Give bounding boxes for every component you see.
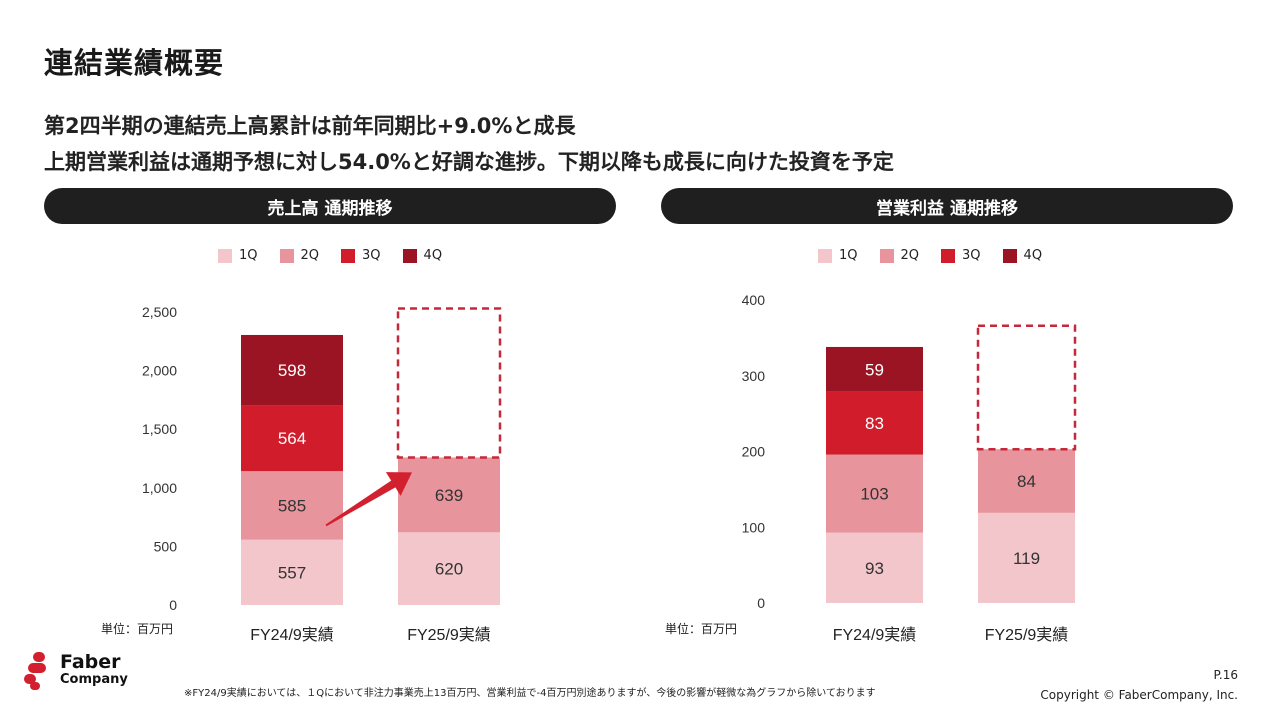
sales-ytick-label: 1,500 xyxy=(142,421,177,437)
sales-bar-2q-0 xyxy=(241,471,343,540)
slide-title: 連結業績概要 xyxy=(44,46,225,80)
legend-label-3q: 3Q xyxy=(362,248,381,263)
legend-item-1q: 1Q xyxy=(818,248,858,263)
faber-logo-mark-icon xyxy=(24,652,46,690)
legend-swatch-3q xyxy=(941,248,956,263)
sales-legend: 1Q 2Q 3Q 4Q xyxy=(218,248,442,263)
sales-bar-4q-0 xyxy=(241,334,343,406)
legend-label-3q: 3Q xyxy=(962,248,981,263)
sales-chart-header: 売上高 通期推移 xyxy=(44,188,616,224)
legend-item-4q: 4Q xyxy=(1002,248,1043,263)
sales-target-outline xyxy=(396,307,502,459)
legend-label-2q: 2Q xyxy=(900,248,920,263)
sales-ytick-label: 0 xyxy=(169,597,177,613)
sales-ytick-label: 2,000 xyxy=(142,363,177,379)
legend-swatch-2q xyxy=(879,248,894,263)
subtitle-line-1: 第2四半期の連結売上高累計は前年同期比+9.0%と成長 xyxy=(44,114,576,138)
legend-item-3q: 3Q xyxy=(341,248,381,263)
sales-bar-1q-1 xyxy=(398,532,500,605)
profit-legend: 1Q 2Q 3Q 4Q xyxy=(818,248,1042,263)
logo-line-2: Company xyxy=(60,672,128,687)
legend-swatch-1q xyxy=(818,248,832,263)
legend-item-3q: 3Q xyxy=(941,248,981,263)
faber-company-logo: Faber Company xyxy=(24,650,128,692)
legend-label-4q: 4Q xyxy=(1023,248,1043,263)
sales-data-label: 585 xyxy=(278,496,306,515)
sales-data-label: 564 xyxy=(278,429,306,448)
sales-data-label: 598 xyxy=(278,361,306,380)
sales-data-label: 620 xyxy=(435,560,463,579)
profit-unit-label: 単位：百万円 xyxy=(665,622,738,636)
sales-ytick-label: 500 xyxy=(154,538,178,554)
sales-data-label: 557 xyxy=(278,563,306,582)
legend-swatch-4q xyxy=(1002,248,1017,263)
legend-swatch-2q xyxy=(279,248,294,263)
legend-swatch-4q xyxy=(402,248,417,263)
logo-text: Faber Company xyxy=(60,651,128,688)
sales-category-label: FY24/9実績 xyxy=(250,626,334,644)
sales-bar-3q-0 xyxy=(241,405,343,472)
sales-bar-2q-1 xyxy=(398,457,500,533)
legend-label-1q: 1Q xyxy=(839,248,858,263)
footnote: ※FY24/9実績においては、１Qにおいて非注力事業売上13百万円、営業利益で-… xyxy=(184,688,876,699)
logo-line-1: Faber xyxy=(60,651,121,673)
copyright: Copyright © FaberCompany, Inc. xyxy=(1040,688,1238,702)
sales-unit-label: 単位：百万円 xyxy=(101,622,174,636)
legend-swatch-3q xyxy=(341,248,356,263)
legend-item-2q: 2Q xyxy=(879,248,920,263)
subtitle: 第2四半期の連結売上高累計は前年同期比+9.0%と成長 上期営業利益は通期予想に… xyxy=(44,108,894,180)
sales-category-label: FY25/9実績 xyxy=(407,626,491,644)
sales-bar-1q-0 xyxy=(241,539,343,605)
legend-item-1q: 1Q xyxy=(218,248,258,263)
legend-swatch-1q xyxy=(218,248,232,263)
sales-ytick-label: 1,000 xyxy=(142,480,177,496)
sales-data-label: 639 xyxy=(435,486,463,505)
legend-item-4q: 4Q xyxy=(402,248,443,263)
legend-item-2q: 2Q xyxy=(279,248,320,263)
subtitle-line-2: 上期営業利益は通期予想に対し54.0%と好調な進捗。下期以降も成長に向けた投資を… xyxy=(44,150,894,174)
legend-label-2q: 2Q xyxy=(300,248,320,263)
legend-label-4q: 4Q xyxy=(423,248,443,263)
legend-label-1q: 1Q xyxy=(239,248,258,263)
profit-chart-header: 営業利益 通期推移 xyxy=(661,188,1233,224)
page-number: P.16 xyxy=(1213,668,1238,682)
growth-arrow-icon xyxy=(325,472,412,527)
sales-ytick-label: 2,500 xyxy=(142,304,177,320)
